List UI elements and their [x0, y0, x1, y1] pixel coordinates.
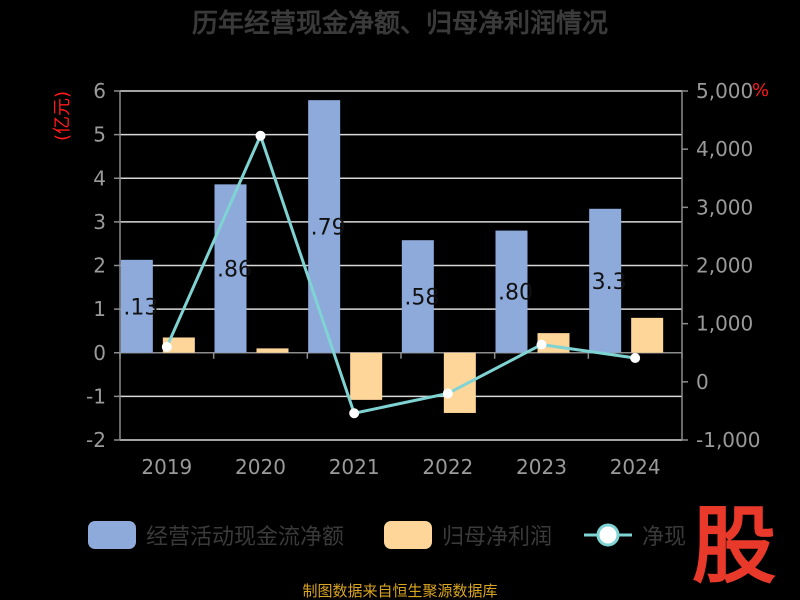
x-axis-tick-label: 2021	[329, 455, 380, 479]
ratio-point	[536, 339, 547, 350]
legend-marker-ratio	[596, 523, 620, 547]
ratio-point	[161, 341, 172, 352]
legend-swatch-operating-cash-flow	[88, 521, 136, 549]
legend-label-ratio: 净现	[642, 525, 686, 550]
legend-label-operating-cash-flow: 经营活动现金流净额	[146, 525, 344, 550]
left-axis-tick-label: -1	[86, 384, 106, 408]
bar-value-labels: .13 .86 .79 .58 .80 3.3	[123, 215, 626, 320]
bar-value-label: .58	[404, 285, 439, 310]
bar-value-label: .86	[217, 258, 252, 283]
bar-value-label: .80	[498, 281, 533, 306]
x-axis-tick-label: 2023	[516, 455, 567, 479]
left-axis-tick-label: 3	[93, 210, 106, 234]
left-axis-unit: (亿元)	[52, 91, 73, 141]
left-axis-tick-label: -2	[86, 428, 106, 452]
right-axis-tick-label: 4,000	[696, 137, 753, 161]
bar-value-label: .79	[311, 215, 346, 240]
bar-net-profit	[350, 352, 383, 400]
right-axis-tick-label: -1,000	[696, 428, 760, 452]
left-axis-tick-label: 4	[93, 166, 106, 190]
legend-label-net-profit: 归母净利润	[442, 525, 552, 550]
right-axis-unit: %	[752, 80, 769, 101]
right-axis-tick-label: 0	[696, 370, 709, 394]
legend-swatch-net-profit	[384, 521, 432, 549]
right-axis-tick-label: 1,000	[696, 312, 753, 336]
x-axis-tick-label: 2022	[422, 455, 473, 479]
legend: 经营活动现金流净额 归母净利润 净现	[88, 521, 686, 550]
bar-operating-cash-flow	[308, 100, 341, 353]
x-axis-tick-label: 2024	[610, 455, 661, 479]
x-axis-tick-label: 2019	[141, 455, 192, 479]
bar-net-profit	[256, 348, 289, 353]
right-axis-tick-label: 3,000	[696, 195, 753, 219]
x-axis-tick-label: 2020	[235, 455, 286, 479]
right-axis-tick-label: 5,000	[696, 79, 753, 103]
bars	[120, 100, 664, 413]
bar-operating-cash-flow	[214, 184, 247, 353]
bar-value-label: .13	[123, 295, 158, 320]
bar-operating-cash-flow	[589, 208, 622, 353]
bar-value-label: 3.3	[592, 270, 627, 295]
ratio-point	[442, 388, 453, 399]
bar-operating-cash-flow	[401, 240, 434, 353]
ratio-point	[255, 130, 266, 141]
source-footer: 制图数据来自恒生聚源数据库	[302, 582, 497, 600]
left-axis-tick-label: 5	[93, 123, 106, 147]
bar-net-profit	[631, 317, 664, 353]
ratio-point	[349, 408, 360, 419]
bar-operating-cash-flow	[495, 230, 528, 353]
ratio-line-path	[165, 131, 636, 415]
right-axis-tick-label: 2,000	[696, 254, 753, 278]
left-axis-tick-label: 6	[93, 79, 106, 103]
bar-operating-cash-flow	[120, 259, 153, 353]
left-axis-tick-label: 0	[93, 341, 106, 365]
axes: 6 5 4 3 2 1 0 -1 -2 5,000 4,000 3,000 2,000 1,000 0 -1,…	[86, 79, 760, 479]
ratio-point	[630, 352, 641, 363]
chart-title: 历年经营现金净额、归母净利润情况	[192, 8, 608, 39]
watermark-logo: 股	[692, 497, 776, 595]
ratio-line	[161, 130, 641, 419]
left-axis-tick-label: 1	[93, 297, 106, 321]
left-axis-tick-label: 2	[93, 254, 106, 278]
